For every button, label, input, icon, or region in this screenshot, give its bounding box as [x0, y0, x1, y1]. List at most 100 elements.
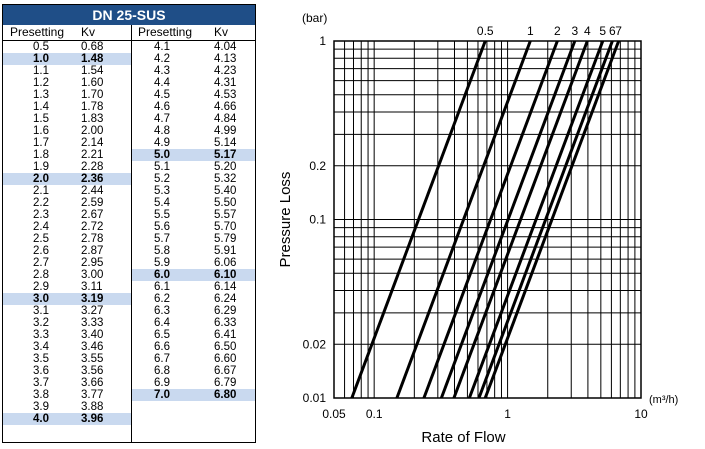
kv-cell: 6.60: [214, 353, 237, 365]
kv-cell: 2.72: [81, 221, 104, 233]
presetting-cell: 2.3: [33, 209, 49, 221]
y-tick-label: 0.02: [303, 337, 327, 351]
kv-cell: 1.60: [81, 77, 104, 89]
presetting-cell: 1.4: [33, 101, 49, 113]
series-line-3: [439, 40, 577, 399]
table-row: 1.3 1.70: [3, 89, 131, 101]
presetting-cell: 3.0: [33, 293, 49, 305]
presetting-cell: 1.9: [33, 161, 49, 173]
presetting-cell: 1.0: [33, 53, 49, 65]
y-tick-label: 1: [319, 34, 326, 48]
table-row: 6.5 6.41: [132, 329, 255, 341]
kv-cell: 5.70: [214, 221, 237, 233]
kv-cell: 2.67: [81, 209, 104, 221]
table-row: 6.8 6.67: [132, 365, 255, 377]
table-row: 1.5 1.83: [3, 113, 131, 125]
series-line-1: [395, 40, 532, 399]
kv-cell: 2.36: [81, 173, 104, 185]
kv-cell: 6.41: [214, 329, 237, 341]
x-tick-label: 0.1: [366, 407, 383, 421]
series-label: 1: [527, 24, 534, 38]
table-header: Presetting Kv: [3, 25, 131, 41]
table-row: 5.3 5.40: [132, 185, 255, 197]
presetting-cell: 7.0: [154, 389, 170, 401]
kv-cell: 5.50: [214, 197, 237, 209]
table-row: 5.5 5.57: [132, 209, 255, 221]
presetting-cell: 5.5: [154, 209, 170, 221]
presetting-cell: 3.3: [33, 329, 49, 341]
kv-cell: 4.23: [214, 65, 237, 77]
presetting-cell: 4.3: [154, 65, 170, 77]
kv-cell: 1.48: [81, 53, 104, 65]
presetting-cell: 3.9: [33, 401, 49, 413]
kv-cell: 2.87: [81, 245, 104, 257]
presetting-cell: 2.1: [33, 185, 49, 197]
table-row: 4.4 4.31: [132, 77, 255, 89]
x-tick-label: 0.05: [322, 407, 346, 421]
presetting-cell: 2.2: [33, 197, 49, 209]
presetting-cell: 2.9: [33, 281, 49, 293]
kv-cell: 3.40: [81, 329, 104, 341]
kv-cell: 3.27: [81, 305, 104, 317]
presetting-cell: 1.3: [33, 89, 49, 101]
table-header: Presetting Kv: [132, 25, 255, 41]
presetting-cell: 3.8: [33, 389, 49, 401]
table-row: 4.1 4.04: [132, 41, 255, 53]
table-row: 4.9 5.14: [132, 137, 255, 149]
plot-frame: [333, 40, 642, 399]
table-row: 2.5 2.78: [3, 233, 131, 245]
series-line-7: [483, 40, 621, 399]
kv-cell: 3.77: [81, 389, 104, 401]
kv-cell: 5.14: [214, 137, 237, 149]
table-row: 5.0 5.17: [132, 149, 255, 161]
table-row: 4.6 4.66: [132, 101, 255, 113]
series-label: 0.5: [477, 24, 494, 38]
table-row: 5.9 6.06: [132, 257, 255, 269]
presetting-cell: 6.4: [154, 317, 170, 329]
header-kv: Kv: [81, 25, 96, 39]
table-row: 2.9 3.11: [3, 281, 131, 293]
presetting-cell: 6.9: [154, 377, 170, 389]
kv-cell: 6.33: [214, 317, 237, 329]
kv-cell: 6.50: [214, 341, 237, 353]
pressure-loss-chart: 0.5 1 2 3 4 5 6 7 0.05 0.1 1 10 0.01 0.02 0.1 0.2 1 (bar)…: [277, 11, 678, 446]
table-row: 4.0 3.96: [3, 413, 131, 425]
series-label: 4: [584, 24, 591, 38]
kv-cell: 3.00: [81, 269, 104, 281]
kv-cell: 4.53: [214, 89, 237, 101]
table-row: 5.6 5.70: [132, 221, 255, 233]
kv-cell: 6.80: [214, 389, 237, 401]
kv-cell: 5.20: [214, 161, 237, 173]
table-row: 4.8 4.99: [132, 125, 255, 137]
kv-cell: 3.66: [81, 377, 104, 389]
presetting-cell: 4.2: [154, 53, 170, 65]
table-row: 7.0 6.80: [132, 389, 255, 401]
series-label: 2: [554, 24, 561, 38]
table-row: 5.2 5.32: [132, 173, 255, 185]
kv-cell: 2.78: [81, 233, 104, 245]
kv-cell: 2.44: [81, 185, 104, 197]
table-row: 5.7 5.79: [132, 233, 255, 245]
kv-cell: 3.11: [81, 281, 103, 293]
table-row: 5.8 5.91: [132, 245, 255, 257]
y-tick-label: 0.2: [309, 159, 326, 173]
kv-cell: 1.70: [81, 89, 104, 101]
presetting-cell: 5.4: [154, 197, 170, 209]
table-row: 6.4 6.33: [132, 317, 255, 329]
presetting-cell: 2.6: [33, 245, 49, 257]
kv-cell: 6.29: [214, 305, 237, 317]
kv-cell: 6.10: [214, 269, 237, 281]
series-line-4: [452, 40, 589, 399]
kv-cell: 6.67: [214, 365, 237, 377]
presetting-cell: 4.5: [154, 89, 170, 101]
presetting-cell: 1.6: [33, 125, 49, 137]
kv-cell: 2.14: [81, 137, 104, 149]
presetting-cell: 5.9: [154, 257, 170, 269]
table-row: 4.3 4.23: [132, 65, 255, 77]
y-unit-label: (bar): [302, 11, 327, 25]
table-row: 6.6 6.50: [132, 341, 255, 353]
kv-cell: 5.40: [214, 185, 237, 197]
table-row: 2.0 2.36: [3, 173, 131, 185]
presetting-cell: 5.2: [154, 173, 170, 185]
presetting-cell: 2.5: [33, 233, 49, 245]
